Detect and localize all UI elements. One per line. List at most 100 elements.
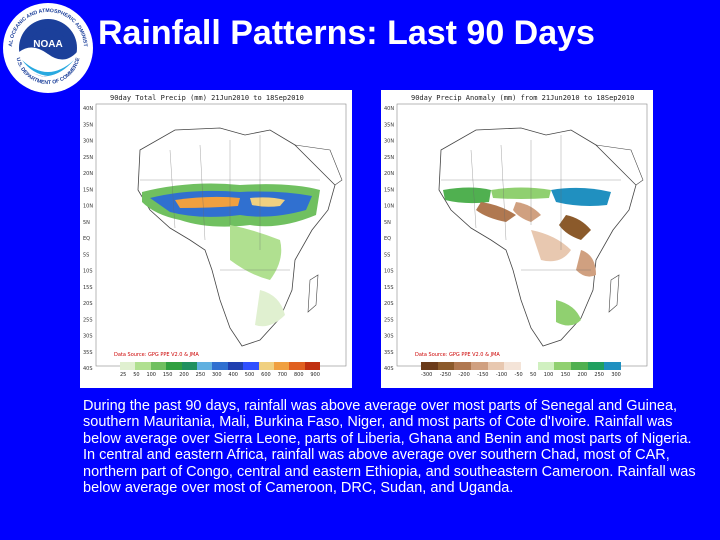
map-credit: Data Source: GPG PPE V2.0 & JMA — [114, 352, 199, 358]
precip-legend: 25 50 100 150 200 250 300 400 500 600 700 800 900 — [120, 362, 321, 384]
legend-swatch — [304, 362, 321, 370]
legend-tick: 200 — [577, 372, 588, 378]
africa-map-total: 40N 35N 30N 25N 20N 15N 10N 5N EQ 5S 10S 15S 20S 25S 3… — [83, 103, 347, 372]
legend-tick: 150 — [560, 372, 571, 378]
legend-color-bar — [421, 362, 622, 370]
legend-tick: 250 — [594, 372, 604, 378]
latitude-label: 30S — [384, 334, 394, 340]
legend-swatch — [243, 362, 259, 370]
legend-tick: 25 — [120, 372, 127, 378]
legend-swatch — [120, 362, 136, 370]
legend-swatch — [227, 362, 244, 370]
legend-swatch — [537, 362, 555, 370]
legend-swatch — [135, 362, 151, 370]
legend-tick: -100 — [495, 372, 508, 378]
map-caption: 90day Precip Anomaly (mm) from 21Jun2010… — [411, 94, 635, 102]
map-caption: 90day Total Precip (mm) 21Jun2010 to 18S… — [110, 94, 304, 102]
legend-swatch — [604, 362, 622, 370]
legend-swatch — [521, 362, 538, 370]
legend-tick: 100 — [543, 372, 554, 378]
legend-swatch — [166, 362, 182, 370]
latitude-label: 35S — [83, 350, 93, 356]
latitude-label: 20N — [83, 171, 93, 177]
latitude-label: 25N — [384, 155, 394, 161]
legend-tick: 100 — [146, 372, 156, 378]
legend-swatch — [289, 362, 305, 370]
legend-tick: 150 — [162, 372, 173, 378]
latitude-label: 15S — [83, 285, 93, 291]
legend-swatch — [196, 362, 213, 370]
latitude-label: 35N — [384, 122, 394, 128]
latitude-label: 10N — [83, 204, 93, 210]
latitude-label: 20N — [384, 171, 394, 177]
logo-name: NOAA — [33, 39, 62, 50]
latitude-label: 40S — [83, 366, 93, 372]
latitude-label: 30N — [384, 139, 394, 145]
legend-swatch — [554, 362, 572, 370]
legend-color-bar — [120, 362, 321, 370]
latitude-label: 35S — [384, 350, 394, 356]
legend-tick: 800 — [293, 372, 304, 378]
latitude-label: 40S — [384, 366, 394, 372]
anomaly-legend: -300 -250 -200 -150 -100 -50 50 100 150 200 250 300 — [421, 362, 622, 384]
legend-swatch — [273, 362, 290, 370]
legend-tick: -300 — [421, 372, 433, 378]
precip-total-map: 90day Total Precip (mm) 21Jun2010 to 18S… — [80, 90, 352, 388]
legend-swatch — [571, 362, 588, 370]
map-credit: Data Source: GPG PPE V2.0 & JMA — [415, 352, 500, 358]
latitude-label: EQ — [384, 236, 391, 242]
latitude-label: 15N — [384, 187, 394, 193]
latitude-label: 5N — [83, 220, 90, 226]
latitude-label: 25S — [384, 317, 394, 323]
latitude-label: 10S — [384, 269, 394, 275]
legend-swatch — [454, 362, 472, 370]
summary-paragraph: During the past 90 days, rainfall was ab… — [83, 398, 696, 496]
legend-swatch — [421, 362, 438, 370]
africa-map-anomaly: 40N 35N 30N 25N 20N 15N 10N 5N EQ 5S 10S 15S 20S 25S 3… — [384, 103, 648, 372]
legend-swatch — [437, 362, 455, 370]
latitude-label: 10N — [384, 204, 394, 210]
latitude-label: 5N — [384, 220, 391, 226]
legend-tick: 700 — [277, 372, 288, 378]
legend-tick: 300 — [212, 372, 222, 378]
legend-tick: 200 — [179, 372, 189, 378]
legend-swatch — [258, 362, 274, 370]
page-title: Rainfall Patterns: Last 90 Days — [98, 14, 595, 52]
latitude-label: 10S — [83, 269, 93, 275]
latitude-label: 40N — [83, 106, 93, 112]
latitude-label: EQ — [83, 236, 90, 242]
legend-swatch — [487, 362, 505, 370]
legend-swatch — [587, 362, 605, 370]
legend-tick: 900 — [310, 372, 320, 378]
legend-ticks: 25 50 100 150 200 250 300 400 500 600 700 800 900 — [120, 372, 320, 378]
latitude-label: 20S — [83, 301, 93, 307]
legend-tick: 500 — [244, 372, 255, 378]
legend-tick: 400 — [228, 372, 238, 378]
legend-tick: 50 — [133, 372, 140, 378]
latitude-label: 30S — [83, 334, 93, 340]
latitude-label: 25S — [83, 317, 93, 323]
latitude-label: 30N — [83, 139, 93, 145]
latitude-label: 15N — [83, 187, 93, 193]
legend-tick: 300 — [611, 372, 621, 378]
latitude-label: 20S — [384, 301, 394, 307]
legend-tick: 600 — [261, 372, 271, 378]
latitude-label: 35N — [83, 122, 93, 128]
legend-swatch — [181, 362, 197, 370]
latitude-axis: 40N 35N 30N 25N 20N 15N 10N 5N EQ 5S 10S 15S 20S 25S 3… — [83, 106, 93, 372]
legend-swatch — [212, 362, 228, 370]
legend-tick: -250 — [439, 372, 452, 378]
legend-tick: -150 — [477, 372, 489, 378]
legend-tick: -50 — [514, 372, 523, 378]
legend-swatch — [471, 362, 488, 370]
legend-tick: -200 — [458, 372, 470, 378]
legend-swatch — [150, 362, 167, 370]
latitude-label: 25N — [83, 155, 93, 161]
legend-tick: 250 — [195, 372, 206, 378]
latitude-label: 15S — [384, 285, 394, 291]
latitude-label: 5S — [83, 252, 89, 258]
noaa-logo: NOAA NATIONAL OCEANIC AND ATMOSPHERIC AD… — [2, 2, 93, 93]
latitude-label: 5S — [384, 252, 390, 258]
legend-ticks: -300 -250 -200 -150 -100 -50 50 100 150 200 250 300 — [421, 372, 621, 378]
latitude-label: 40N — [384, 106, 394, 112]
